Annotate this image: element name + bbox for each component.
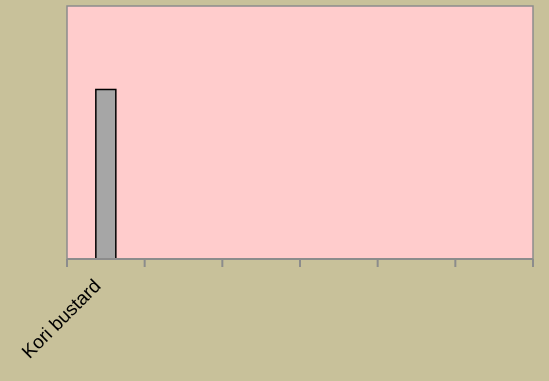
bar-kori-bustard	[95, 88, 117, 260]
x-axis-labels: Kori bustard	[18, 276, 105, 363]
bars-group	[95, 88, 117, 260]
plot-area	[66, 5, 534, 260]
x-tick-label: Kori bustard	[18, 276, 105, 363]
x-axis-ticks	[66, 259, 534, 267]
